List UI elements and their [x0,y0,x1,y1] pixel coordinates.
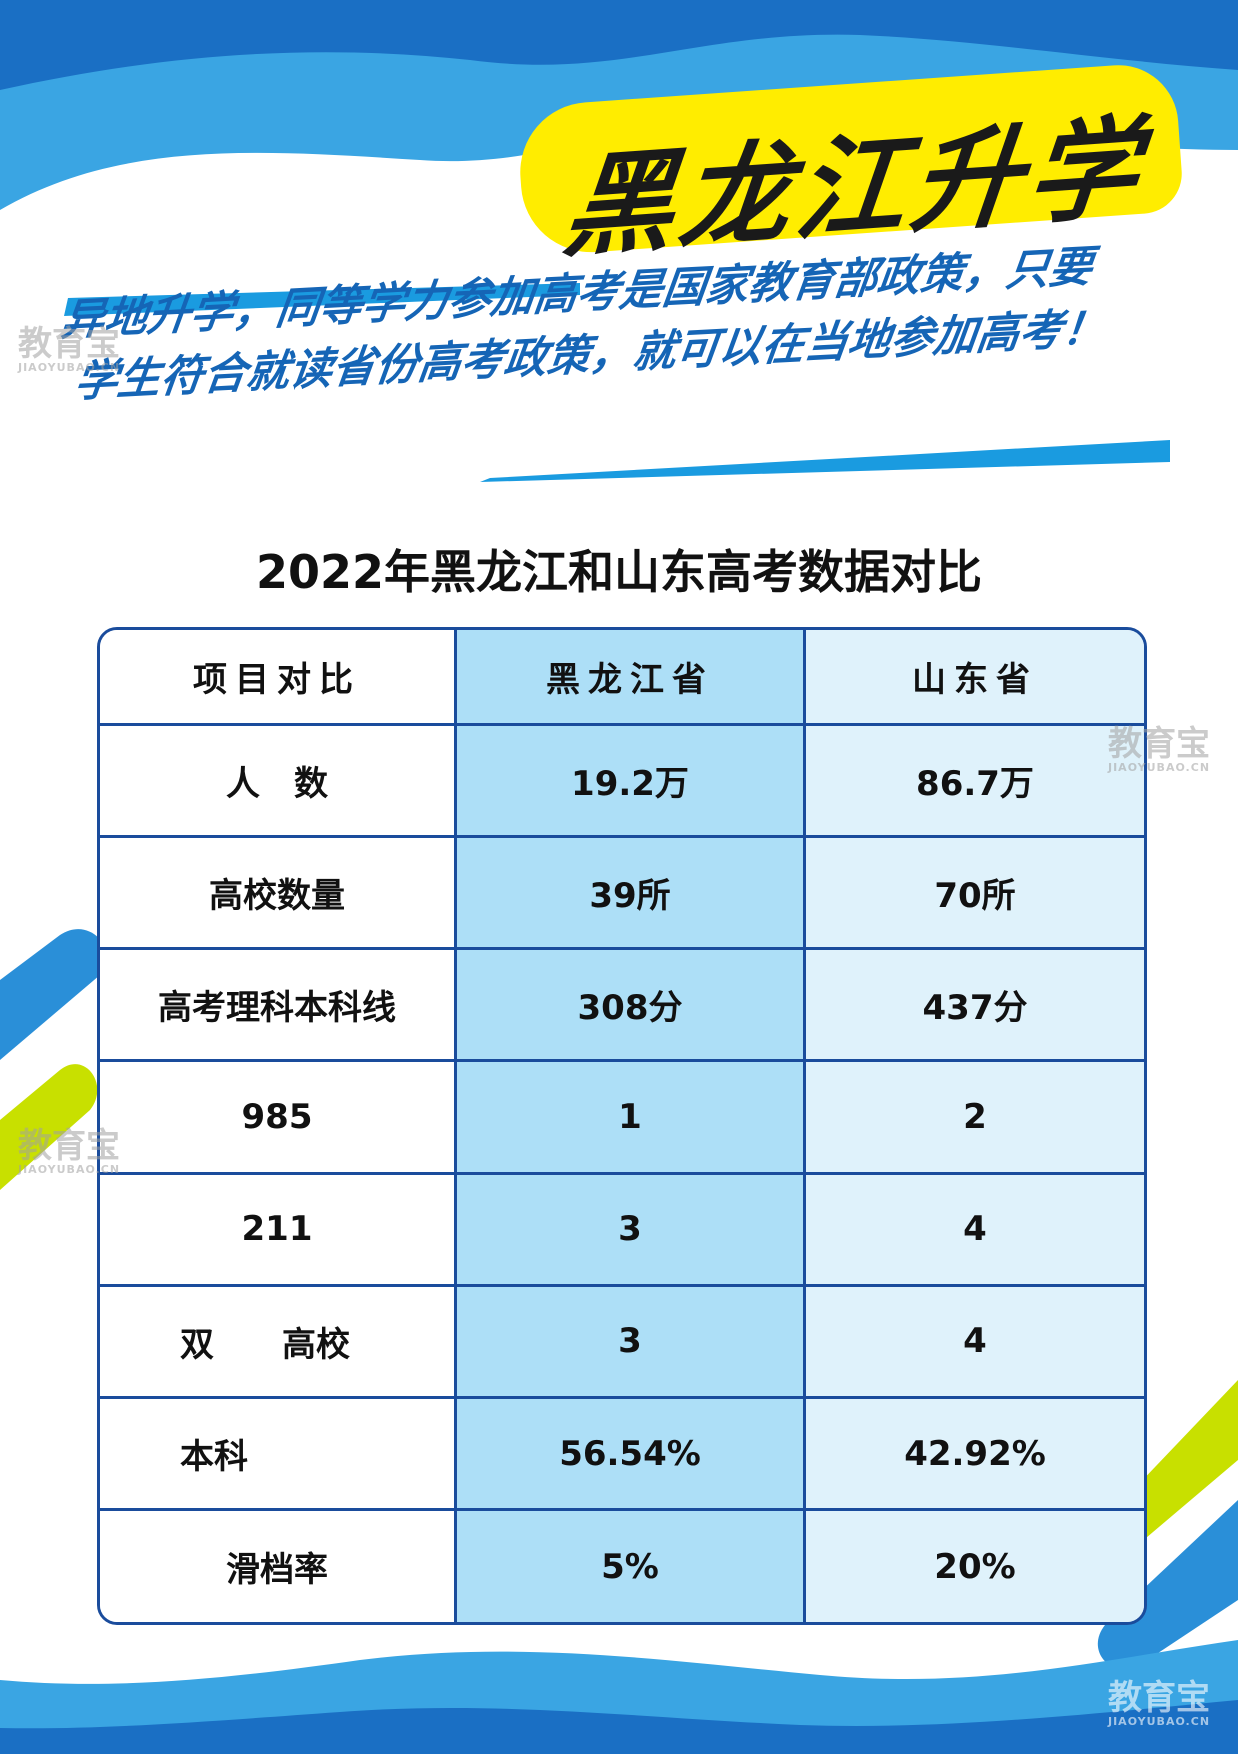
row-label: 本科 [100,1395,457,1512]
shandong-value: 437分 [803,947,1144,1063]
table-header-row: 项目对比 黑龙江省 山东省 [100,630,1144,726]
shandong-value: 4 [803,1283,1144,1400]
header-item: 项目对比 [100,630,457,726]
row-label: 人 数 [100,722,457,838]
table-row-population: 人 数 19.2万 86.7万 [100,722,1144,838]
table-row-211: 211 3 4 [100,1171,1144,1287]
row-label: 985 [100,1059,457,1175]
table-row-undergrad-rate: 本科 56.54% 42.92% [100,1395,1144,1512]
watermark-logo: 教育宝 JIAOYUBAO.CN [18,324,121,374]
table-row-double-first-class: 双 高校 3 4 [100,1283,1144,1400]
table-row-985: 985 1 2 [100,1059,1144,1175]
table-title: 2022年黑龙江和山东高考数据对比 [255,545,983,599]
row-label: 双 高校 [100,1283,457,1400]
row-label: 高校数量 [100,834,457,951]
shandong-value: 20% [803,1508,1144,1622]
heilongjiang-value: 3 [454,1283,806,1400]
row-label: 高考理科本科线 [100,947,457,1063]
row-label: 滑档率 [100,1508,457,1622]
header-shandong: 山东省 [803,630,1144,726]
table-row-slip-rate: 滑档率 5% 20% [100,1508,1144,1622]
heilongjiang-value: 308分 [454,947,806,1063]
shandong-value: 4 [803,1171,1144,1287]
header-heilongjiang: 黑龙江省 [454,630,806,726]
heilongjiang-value: 3 [454,1171,806,1287]
shandong-value: 42.92% [803,1395,1144,1512]
heilongjiang-value: 19.2万 [454,722,806,838]
table-row-science-cutoff: 高考理科本科线 308分 437分 [100,947,1144,1063]
shandong-value: 2 [803,1059,1144,1175]
watermark-logo: 教育宝 JIAOYUBAO.CN [1108,1678,1211,1728]
shandong-value: 70所 [803,834,1144,951]
shandong-value: 86.7万 [803,722,1144,838]
table-row-universities: 高校数量 39所 70所 [100,834,1144,951]
heilongjiang-value: 5% [454,1508,806,1622]
watermark-logo: 教育宝 JIAOYUBAO.CN [18,1126,121,1176]
row-label: 211 [100,1171,457,1287]
heilongjiang-value: 39所 [454,834,806,951]
heilongjiang-value: 56.54% [454,1395,806,1512]
comparison-table: 项目对比 黑龙江省 山东省 人 数 19.2万 86.7万 高校数量 39所 7… [97,627,1147,1625]
watermark-logo: 教育宝 JIAOYUBAO.CN [1108,724,1211,774]
heilongjiang-value: 1 [454,1059,806,1175]
